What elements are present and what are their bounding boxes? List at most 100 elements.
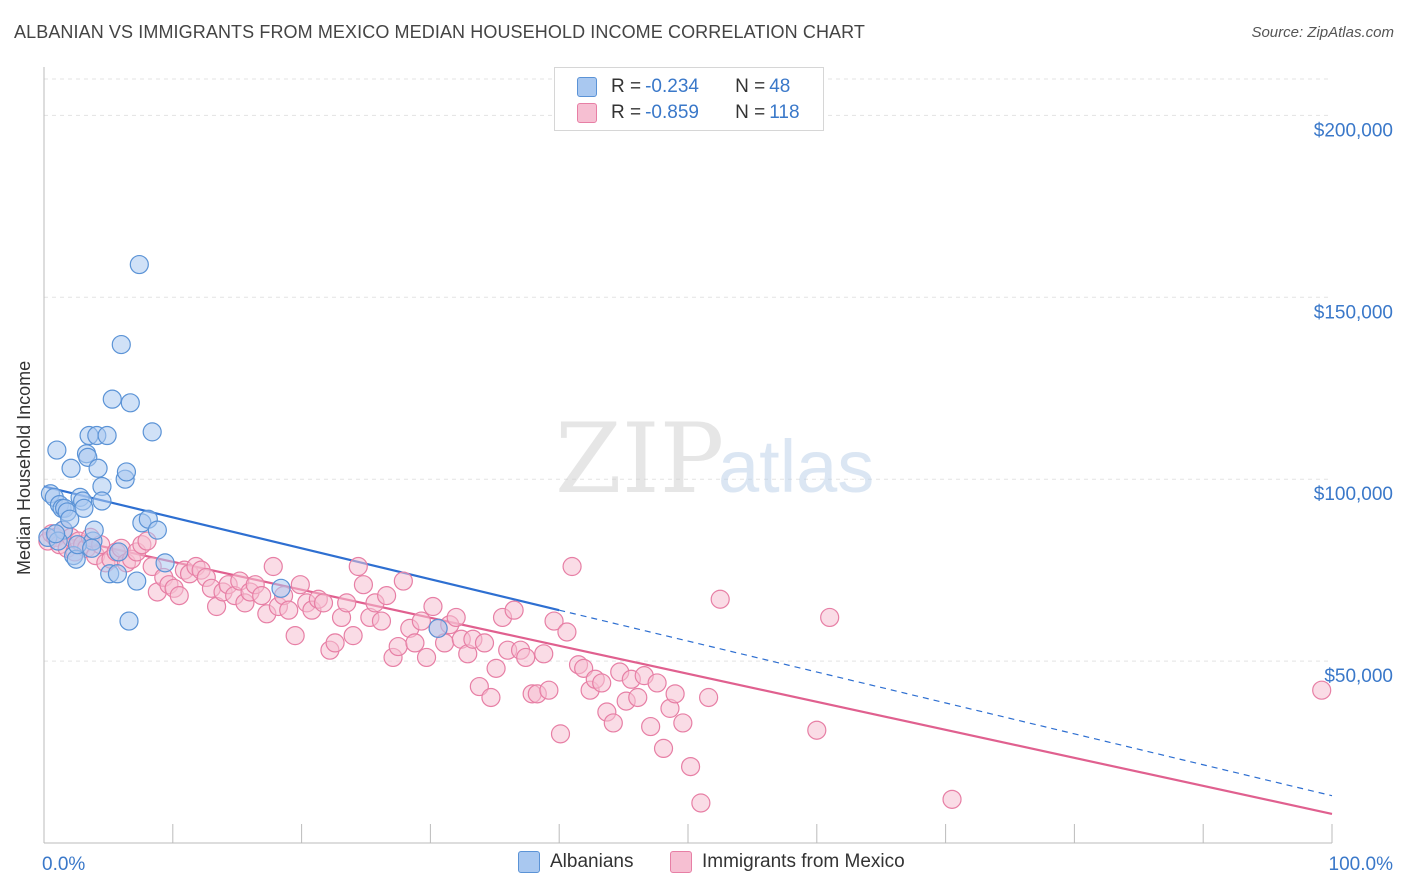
bottom-legend-label-albanians: Albanians <box>550 851 634 872</box>
data-point-albanians <box>97 425 117 446</box>
data-point-mexico <box>416 647 437 668</box>
data-point-mexico <box>481 687 501 708</box>
x-tick-label-max: 100.0% <box>1329 854 1394 875</box>
data-point-albanians <box>271 578 291 598</box>
data-point-mexico <box>665 684 685 704</box>
bottom-legend-swatch-mexico <box>670 851 692 873</box>
data-point-mexico <box>691 793 711 813</box>
data-point-albanians <box>109 542 129 562</box>
x-tick-label-min: 0.0% <box>42 854 85 875</box>
legend-n-value: 118 <box>769 102 800 123</box>
data-point-mexico <box>423 596 443 617</box>
legend-row-mexico: R = -0.859 N = 118 <box>577 101 800 125</box>
data-point-mexico <box>641 716 661 737</box>
legend-row-albanians: R = -0.234 N = 48 <box>577 75 790 99</box>
data-point-mexico <box>290 575 310 595</box>
series-albanians <box>38 254 448 638</box>
data-point-mexico <box>343 626 363 646</box>
axes <box>43 67 1333 844</box>
data-point-mexico <box>550 724 571 744</box>
data-point-albanians <box>428 618 448 638</box>
y-tick-label: $50,000 <box>1324 666 1393 687</box>
data-point-mexico <box>557 622 577 642</box>
data-point-mexico <box>313 593 334 613</box>
y-tick-label: $150,000 <box>1314 302 1393 323</box>
data-point-mexico <box>252 586 272 606</box>
legend-n-value: 48 <box>769 76 791 97</box>
data-point-mexico <box>710 589 730 609</box>
data-point-mexico <box>603 713 623 733</box>
data-point-albanians <box>155 553 175 573</box>
data-point-mexico <box>562 556 582 577</box>
data-point-albanians <box>129 254 149 275</box>
data-point-mexico <box>348 556 368 577</box>
data-point-albanians <box>47 440 67 460</box>
legend-r-value: -0.859 <box>645 102 699 123</box>
data-point-mexico <box>516 647 536 668</box>
y-tick-label: $100,000 <box>1314 484 1393 505</box>
data-point-mexico <box>474 633 495 653</box>
data-point-mexico <box>393 571 413 591</box>
y-axis-label: Median Household Income <box>14 360 34 575</box>
data-point-mexico <box>263 556 283 577</box>
data-point-mexico <box>446 607 466 628</box>
legend-swatch-mexico <box>577 103 597 123</box>
data-point-mexico <box>371 611 392 631</box>
data-point-mexico <box>942 789 962 809</box>
data-point-albanians <box>88 458 108 478</box>
source-credit: Source: ZipAtlas.com <box>1251 24 1394 41</box>
trend-line-albanians <box>43 485 560 612</box>
data-point-mexico <box>353 575 374 595</box>
data-point-albanians <box>45 524 66 544</box>
watermark-atlas: atlas <box>718 425 874 508</box>
data-point-mexico <box>169 586 189 606</box>
bottom-legend-mexico: Immigrants from Mexico <box>670 851 905 873</box>
data-point-mexico <box>592 673 612 693</box>
data-point-albanians <box>74 498 94 518</box>
data-point-albanians <box>127 571 147 591</box>
data-point-mexico <box>411 611 431 631</box>
chart-title: ALBANIAN VS IMMIGRANTS FROM MEXICO MEDIA… <box>14 22 866 42</box>
data-point-albanians <box>120 393 140 413</box>
data-point-mexico <box>486 658 506 678</box>
legend-n-label: N = <box>735 102 766 123</box>
data-point-albanians <box>92 491 112 511</box>
data-point-mexico <box>544 611 564 631</box>
data-point-mexico <box>377 586 397 606</box>
data-point-mexico <box>405 633 425 653</box>
legend-n-label: N = <box>735 76 766 97</box>
data-point-mexico <box>807 720 827 740</box>
data-point-albanians <box>61 458 81 478</box>
data-point-mexico <box>388 636 408 657</box>
data-point-albanians <box>119 611 139 631</box>
data-point-albanians <box>147 520 167 540</box>
bottom-legend-label-mexico: Immigrants from Mexico <box>702 851 905 872</box>
bottom-legend-swatch-albanians <box>518 851 540 873</box>
data-point-mexico <box>647 673 667 693</box>
trend-line-albanians-extension <box>559 609 1333 797</box>
tick-labels: $50,000 $100,000 $150,000 $200,000 0.0% 100.0… <box>42 120 1393 875</box>
data-point-mexico <box>1312 680 1332 700</box>
data-point-albanians <box>142 422 162 442</box>
data-point-mexico <box>279 600 299 620</box>
data-point-mexico <box>325 633 345 653</box>
legend-r-label: R = <box>611 102 642 123</box>
data-point-albanians <box>107 564 128 584</box>
legend-r-label: R = <box>611 76 642 97</box>
watermark: ZIP atlas <box>555 403 874 515</box>
data-point-mexico <box>285 626 305 646</box>
data-point-mexico <box>534 644 554 664</box>
data-point-mexico <box>653 738 674 759</box>
watermark-zip: ZIP <box>555 403 724 515</box>
bottom-legend-albanians: Albanians <box>518 851 633 873</box>
data-point-mexico <box>699 687 719 708</box>
legend-swatch-albanians <box>577 77 597 97</box>
data-point-mexico <box>539 680 559 700</box>
data-point-mexico <box>504 600 524 620</box>
data-point-mexico <box>680 756 701 777</box>
data-point-mexico <box>673 713 693 733</box>
stats-legend: R = -0.234 N = 48 R = -0.859 N = 118 <box>554 67 824 131</box>
legend-r-value: -0.234 <box>645 76 699 97</box>
data-point-albanians <box>82 538 102 558</box>
